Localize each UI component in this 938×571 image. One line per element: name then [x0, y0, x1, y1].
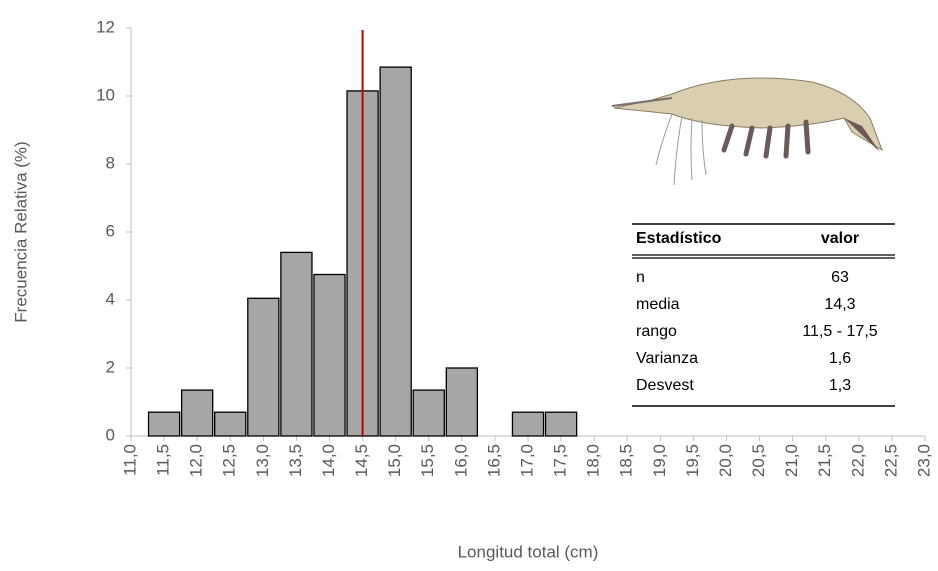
x-tick-label: 15,0	[385, 444, 404, 477]
x-axis-title: Longitud total (cm)	[458, 542, 599, 561]
shrimp-illustration	[611, 77, 883, 186]
table-cell: Varianza	[636, 350, 698, 367]
y-tick-label: 8	[106, 153, 115, 172]
x-tick-label: 23,0	[914, 444, 933, 477]
x-tick-label: 11,5	[154, 444, 173, 476]
bar	[214, 411, 247, 437]
x-tick-label: 12,0	[187, 444, 206, 477]
x-tick-label: 18,5	[617, 444, 636, 477]
table-cell: n	[636, 269, 645, 286]
bar	[511, 411, 545, 437]
x-tick-label: 11,0	[120, 444, 139, 476]
x-tick-label: 12,5	[220, 444, 239, 477]
bar	[313, 273, 346, 437]
y-tick-label: 6	[106, 221, 115, 240]
x-tick-label: 16,0	[451, 444, 470, 477]
x-tick-label: 15,5	[418, 444, 437, 477]
x-tick-label: 21,5	[815, 444, 834, 477]
y-axis-title: Frecuencia Relativa (%)	[11, 141, 30, 322]
table-cell: rango	[636, 323, 677, 340]
x-tick-label: 20,5	[749, 444, 768, 477]
x-tick-label: 17,0	[517, 444, 536, 477]
y-tick-label: 12	[96, 17, 115, 36]
table-cell: 14,3	[824, 296, 855, 313]
x-tick-label: 22,0	[848, 444, 867, 477]
bar	[247, 297, 280, 437]
x-tick-label: 19,5	[683, 444, 702, 477]
x-tick-label: 20,0	[716, 444, 735, 477]
x-tick-label: 19,0	[650, 444, 669, 477]
x-tick-label: 22,5	[881, 444, 900, 477]
table-cell: 63	[831, 269, 849, 286]
x-tick-label: 14,5	[352, 444, 371, 477]
x-tick-label: 17,5	[551, 444, 570, 477]
table-cell: 1,3	[829, 377, 851, 394]
bar	[544, 411, 578, 437]
x-tick-label: 13,0	[253, 444, 272, 477]
y-tick-label: 4	[106, 289, 115, 308]
table-cell: Desvest	[636, 377, 694, 394]
table-cell: 1,6	[829, 350, 851, 367]
y-tick-label: 10	[96, 85, 115, 104]
bar	[147, 411, 181, 437]
x-tick-label: 16,5	[484, 444, 503, 477]
x-tick-label: 14,0	[319, 444, 338, 477]
x-tick-label: 13,5	[286, 444, 305, 477]
bar	[280, 251, 313, 437]
x-tick-label: 21,0	[782, 444, 801, 477]
table-cell: media	[636, 296, 680, 313]
table-header: valor	[821, 230, 859, 247]
bar	[412, 389, 445, 437]
x-tick-label: 18,0	[584, 444, 603, 477]
table-header: Estadístico	[636, 230, 722, 247]
y-tick-label: 0	[106, 425, 115, 444]
bar	[445, 367, 479, 437]
table-cell: 11,5 - 17,5	[802, 323, 877, 340]
y-tick-label: 2	[106, 357, 115, 376]
bar	[379, 66, 412, 437]
bar	[180, 389, 214, 437]
